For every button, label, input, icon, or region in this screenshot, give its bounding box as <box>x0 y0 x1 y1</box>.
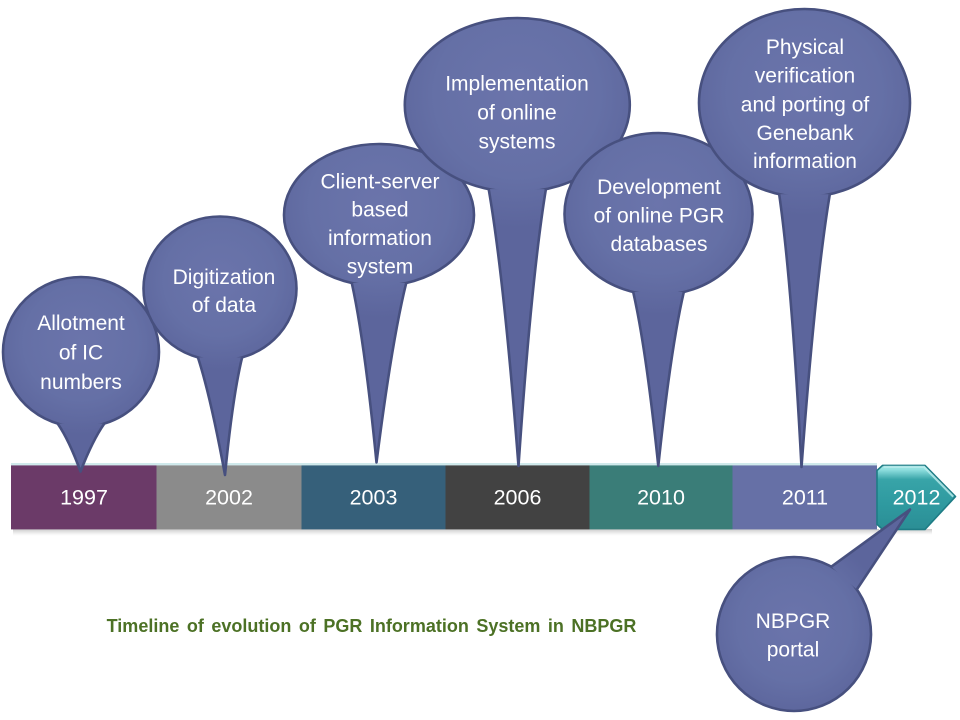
svg-text:of data: of data <box>192 294 257 317</box>
svg-text:information: information <box>328 227 432 250</box>
svg-text:Client-server: Client-server <box>320 170 439 193</box>
svg-text:systems: systems <box>478 130 555 153</box>
svg-text:Digitization: Digitization <box>173 266 276 289</box>
svg-text:NBPGR: NBPGR <box>756 610 831 633</box>
svg-text:information: information <box>753 150 857 173</box>
svg-text:Genebank: Genebank <box>757 122 854 145</box>
svg-text:2010: 2010 <box>637 486 685 510</box>
svg-text:2011: 2011 <box>782 486 828 510</box>
svg-text:of IC: of IC <box>59 341 103 364</box>
svg-text:Implementation: Implementation <box>445 72 589 95</box>
svg-text:2006: 2006 <box>494 486 542 510</box>
svg-text:2002: 2002 <box>205 486 253 510</box>
svg-text:Allotment: Allotment <box>37 312 125 335</box>
svg-text:of online PGR: of online PGR <box>594 204 725 227</box>
svg-text:portal: portal <box>767 638 820 661</box>
svg-text:2012: 2012 <box>893 486 941 510</box>
svg-text:Timeline of evolution of PGR I: Timeline of evolution of PGR Information… <box>107 616 637 636</box>
svg-text:databases: databases <box>611 233 708 256</box>
svg-text:of online: of online <box>477 101 556 124</box>
svg-text:Physical: Physical <box>766 36 844 59</box>
svg-text:1997: 1997 <box>60 486 108 510</box>
svg-text:and porting of: and porting of <box>741 93 870 116</box>
svg-text:system: system <box>347 255 414 278</box>
svg-text:verification: verification <box>755 65 855 88</box>
svg-text:numbers: numbers <box>40 371 122 394</box>
svg-text:based: based <box>351 199 408 222</box>
svg-text:2003: 2003 <box>350 486 398 510</box>
svg-text:Development: Development <box>597 176 721 199</box>
